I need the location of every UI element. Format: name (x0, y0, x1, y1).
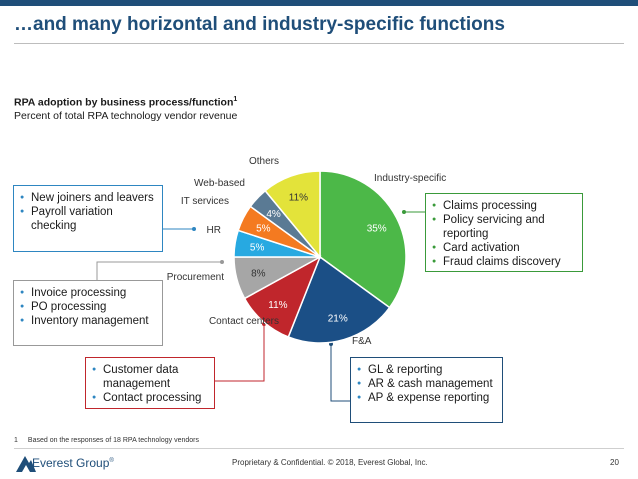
page-number: 20 (610, 458, 619, 467)
connector-contact (215, 324, 265, 382)
callout-industry: Claims processing Policy servicing and r… (425, 193, 583, 272)
pie-category-label: IT services (181, 196, 229, 207)
connector-hr-dot (192, 227, 196, 231)
chart-title: RPA adoption by business process/functio… (14, 96, 237, 109)
page-title: …and many horizontal and industry-specif… (14, 14, 505, 35)
top-accent-bar (0, 0, 638, 6)
pie-percent-label: 35% (367, 224, 387, 235)
pie-percent-label: 21% (328, 314, 348, 325)
callout-contact-item: Contact processing (92, 391, 208, 405)
callout-fa-item: AR & cash management (357, 377, 496, 391)
pie-percent-label: 11% (289, 193, 308, 204)
pie-percent-label: 5% (256, 224, 271, 235)
pie-slice-f-a (287, 255, 391, 344)
logo-text: Everest Group (32, 456, 110, 470)
footnote-text: Based on the responses of 18 RPA technol… (27, 437, 199, 444)
pie-percent-label: 11% (268, 300, 287, 311)
connector-procurement-dot (220, 260, 224, 264)
callout-hr-item: New joiners and leavers (20, 191, 156, 205)
chart-subtitle: Percent of total RPA technology vendor r… (14, 110, 238, 122)
pie-percent-label: 4% (266, 209, 281, 220)
title-divider (14, 43, 624, 44)
callout-hr: New joiners and leavers Payroll variatio… (13, 185, 163, 252)
callout-industry-item: Fraud claims discovery (432, 255, 576, 269)
chart-title-footnote-mark: 1 (233, 96, 238, 103)
pie-category-label: Others (249, 156, 279, 167)
callout-fa-item: AP & expense reporting (357, 391, 496, 405)
pie-slice-industry-specific (319, 170, 407, 309)
callout-contact-centers: Customer data management Contact process… (85, 357, 215, 409)
pie-category-label: Web-based (194, 178, 245, 189)
pie-category-label: HR (207, 225, 221, 236)
callout-contact-item: Customer data management (92, 363, 208, 391)
callout-connectors (96, 210, 425, 402)
callout-industry-item: Policy servicing and reporting (432, 213, 576, 241)
chart-title-text: RPA adoption by business process/functio… (14, 96, 234, 109)
callout-procurement-item: Invoice processing (20, 286, 156, 300)
callout-procurement-item: PO processing (20, 300, 156, 314)
connector-industry-dot (402, 210, 406, 214)
pie-percent-label: 8% (251, 268, 266, 279)
callout-fa: GL & reporting AR & cash management AP &… (350, 357, 503, 423)
footnote: 1 Based on the responses of 18 RPA techno… (14, 437, 209, 444)
connector-procurement (96, 261, 222, 280)
footnote-number: 1 (14, 437, 18, 444)
logo-registered-mark: ® (109, 458, 114, 464)
connector-fa (330, 344, 350, 402)
pie-category-label: Contact centers (209, 316, 279, 327)
footer-divider (14, 448, 624, 449)
callout-procurement-item: Inventory management (20, 314, 156, 328)
callout-industry-item: Claims processing (432, 199, 576, 213)
confidentiality-notice: Proprietary & Confidential. © 2018, Ever… (232, 458, 428, 467)
callout-industry-item: Card activation (432, 241, 576, 255)
pie-percent-label: 5% (250, 243, 265, 254)
pie-category-label: Industry-specific (374, 173, 446, 184)
callout-hr-item: Payroll variation checking (20, 205, 156, 233)
callout-procurement: Invoice processing PO processing Invento… (13, 280, 163, 346)
callout-fa-item: GL & reporting (357, 363, 496, 377)
pie-category-label: F&A (352, 336, 372, 347)
logo-wordmark: Everest Group® (32, 456, 114, 470)
everest-logo-icon (16, 456, 36, 472)
pie-category-label: Procurement (167, 272, 224, 283)
pie-slice-others (264, 170, 321, 260)
